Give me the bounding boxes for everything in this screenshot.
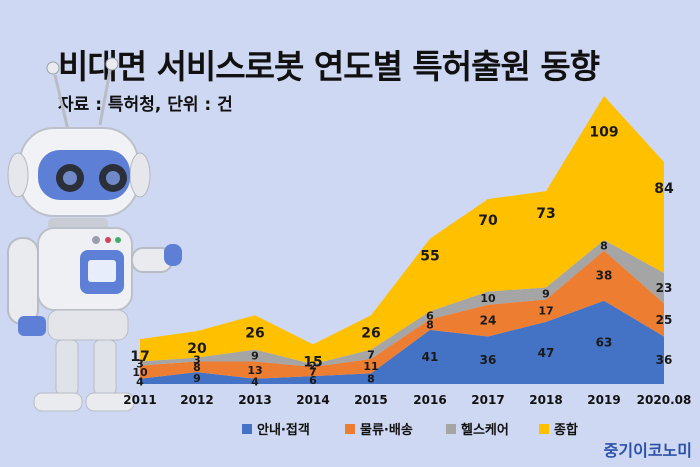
data-label: 13 xyxy=(247,364,262,377)
data-label: 36 xyxy=(656,353,673,367)
data-label: 8 xyxy=(367,373,375,386)
x-tick-label: 2016 xyxy=(413,393,446,407)
data-label: 84 xyxy=(654,181,674,197)
data-label: 38 xyxy=(596,269,613,283)
data-label: 63 xyxy=(596,335,613,349)
legend-item: 종합 xyxy=(539,422,578,438)
data-label: 36 xyxy=(480,353,497,367)
series-area-3 xyxy=(140,96,664,365)
data-label: 73 xyxy=(536,206,555,222)
data-label: 9 xyxy=(542,288,550,301)
x-tick-label: 2019 xyxy=(587,393,620,407)
data-label: 9 xyxy=(251,350,259,363)
data-label: 24 xyxy=(480,314,497,328)
data-label: 10 xyxy=(132,366,148,379)
data-label: 26 xyxy=(361,325,380,341)
x-tick-label: 2020.08 xyxy=(637,393,692,407)
data-label: 7 xyxy=(309,365,317,378)
data-label: 8 xyxy=(600,239,608,252)
series-area-1 xyxy=(140,250,664,379)
data-label: 3 xyxy=(193,354,201,367)
x-tick-label: 2017 xyxy=(471,393,504,407)
data-label: 6 xyxy=(309,374,317,387)
legend-label: 안내·접객 xyxy=(257,422,310,438)
page-title: 비대면 서비스로봇 연도별 특허출원 동향 xyxy=(58,47,600,86)
data-label: 55 xyxy=(420,249,439,265)
data-label: 7 xyxy=(367,348,375,361)
data-label: 70 xyxy=(478,213,498,229)
legend-swatch xyxy=(242,424,252,434)
x-tick-label: 2014 xyxy=(296,393,329,407)
legend-label: 헬스케어 xyxy=(461,422,509,438)
data-label: 47 xyxy=(538,346,555,360)
data-label: 109 xyxy=(589,124,618,140)
brand-logo: 중기이코노미 xyxy=(603,441,692,460)
data-label: 15 xyxy=(303,354,322,370)
x-tick-label: 2011 xyxy=(123,393,156,407)
legend-swatch xyxy=(539,424,549,434)
data-label: 6 xyxy=(426,309,434,322)
data-label: 23 xyxy=(656,281,673,295)
x-tick-label: 2018 xyxy=(529,393,562,407)
data-label: 25 xyxy=(656,313,673,327)
x-tick-label: 2015 xyxy=(354,393,387,407)
data-label: 4 xyxy=(136,375,144,388)
data-label: 8 xyxy=(426,319,434,332)
data-label: 17 xyxy=(130,349,149,365)
series-area-0 xyxy=(140,300,664,384)
legend-label: 종합 xyxy=(554,422,578,438)
data-label: 3 xyxy=(136,358,144,371)
data-label: 9 xyxy=(193,372,201,385)
data-label: 11 xyxy=(363,360,378,373)
data-label: 10 xyxy=(480,292,496,305)
data-label: 17 xyxy=(538,305,553,318)
series-area-2 xyxy=(140,240,664,367)
legend-item: 물류·배송 xyxy=(345,422,413,438)
data-label: 4 xyxy=(251,375,259,388)
data-label: 20 xyxy=(187,341,207,357)
legend-swatch xyxy=(345,424,355,434)
legend-swatch xyxy=(446,424,456,434)
x-tick-label: 2013 xyxy=(238,393,271,407)
legend-item: 안내·접객 xyxy=(242,422,310,438)
data-label: 8 xyxy=(193,361,201,374)
x-tick-label: 2012 xyxy=(180,393,213,407)
data-label: 2 xyxy=(309,360,317,373)
data-label: 26 xyxy=(245,325,264,341)
legend-label: 물류·배송 xyxy=(360,422,413,438)
legend-item: 헬스케어 xyxy=(446,422,509,438)
data-label: 41 xyxy=(422,350,439,364)
